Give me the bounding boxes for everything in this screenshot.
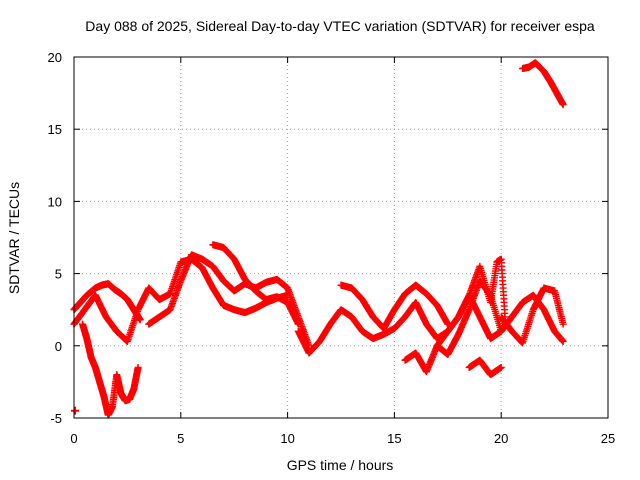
y-tick-label: -5 (50, 411, 62, 426)
data-point (136, 316, 144, 324)
plot-frame (73, 56, 609, 419)
series-sat-g (337, 281, 452, 332)
series-sat-k (497, 284, 567, 347)
x-tick-label: 20 (494, 431, 508, 446)
data-point (559, 101, 567, 109)
data-point (497, 363, 505, 371)
data-point (497, 327, 505, 335)
series-sat-n (71, 406, 80, 415)
y-tick-label: 0 (55, 339, 62, 354)
series-sat-l (508, 291, 567, 345)
series-sat-m (519, 59, 567, 109)
data-point (294, 320, 302, 328)
series-sat-h (401, 277, 505, 376)
series-sat-b (70, 280, 144, 324)
y-tick-label: 15 (48, 122, 62, 137)
x-tick-label: 15 (387, 431, 401, 446)
series-sat-j (465, 356, 505, 379)
data-point (559, 337, 567, 345)
y-tick-label: 20 (48, 50, 62, 65)
x-axis-label: GPS time / hours (287, 457, 394, 473)
series-sat-c (79, 320, 142, 419)
series-sat-a (70, 255, 292, 345)
series-sat-e (209, 241, 302, 328)
data-point (559, 320, 567, 328)
grid-lines (74, 57, 608, 418)
plot-area (70, 59, 567, 419)
y-axis-label: SDTVAR / TECUs (6, 182, 22, 294)
y-tick-label: 10 (48, 194, 62, 209)
chart-title: Day 088 of 2025, Sidereal Day-to-day VTE… (85, 18, 595, 34)
x-tick-label: 25 (601, 431, 615, 446)
x-tick-label: 5 (177, 431, 184, 446)
data-point (71, 406, 80, 415)
y-tick-label: 5 (55, 267, 62, 282)
series-sat-f (294, 291, 516, 357)
series-sat-i (433, 255, 509, 350)
axis-ticks: 0 5 10 15 20 25 -5 0 5 10 15 20 (48, 50, 616, 446)
x-tick-label: 10 (280, 431, 294, 446)
data-point (134, 363, 142, 371)
x-tick-label: 0 (70, 431, 77, 446)
